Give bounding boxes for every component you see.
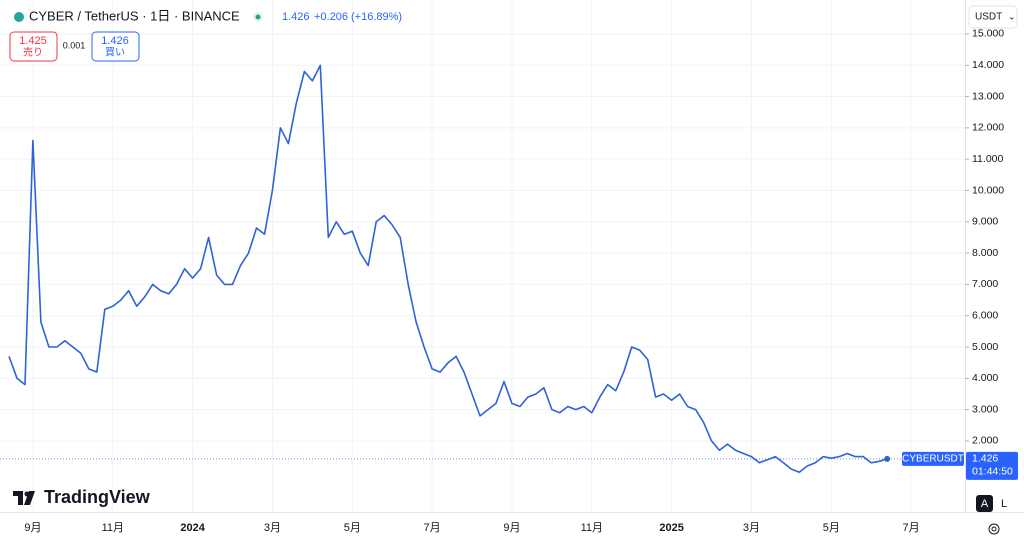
symbol: CYBER / TetherUS · 1日 · BINANCE — [29, 8, 240, 23]
y-tick-label: 13.000 — [972, 90, 1004, 102]
status-dot — [255, 14, 261, 20]
sell-price: 1.425 — [19, 35, 47, 47]
x-tick-label: 9月 — [503, 522, 520, 534]
grid: 2.000 3.000 4.000 5.000 6.000 7.000 8.000 9.000… — [0, 0, 1004, 534]
last-price: 1.426 — [282, 11, 310, 23]
sell-label: 売り — [23, 46, 43, 59]
y-tick-label: 5.000 — [972, 341, 998, 353]
buy-button[interactable] — [91, 31, 140, 62]
ticker-box — [902, 451, 964, 466]
y-tick-label: 12.000 — [972, 122, 1004, 134]
y-tick-label: 7.000 — [972, 278, 998, 290]
auto-label: A — [981, 498, 989, 510]
x-tick-label: 3月 — [264, 522, 281, 534]
symbol-icon — [14, 12, 24, 22]
x-tick-label: 11月 — [581, 522, 603, 534]
x-tick-label: 2025 — [659, 522, 683, 534]
settings-icon — [991, 526, 997, 532]
x-tick-label: 9月 — [24, 522, 41, 534]
y-tick-label: 8.000 — [972, 247, 998, 259]
y-tick-label: 4.000 — [972, 372, 998, 384]
price-box — [966, 451, 1018, 480]
spread: 0.001 — [63, 40, 86, 50]
y-tick-label: 15.000 — [972, 28, 1004, 40]
logo-mark — [13, 491, 35, 505]
x-tick-label: 2024 — [180, 522, 205, 534]
auto-button[interactable] — [976, 495, 993, 512]
y-tick-label: 2.000 — [972, 435, 998, 447]
plot — [8, 64, 888, 473]
y-tick-label: 9.000 — [972, 216, 998, 228]
caret: ⌄ — [1008, 11, 1016, 21]
y-tick-label: 3.000 — [972, 403, 998, 415]
x-tick-label: 3月 — [743, 522, 760, 534]
log-label[interactable]: L — [1001, 498, 1007, 510]
logo: TradingView — [44, 487, 151, 507]
x-tick-label: 5月 — [344, 522, 361, 534]
y-tick-label: 14.000 — [972, 59, 1004, 71]
buy-price: 1.426 — [101, 35, 129, 47]
last-point — [884, 455, 891, 462]
logo-mark — [24, 491, 30, 497]
sell-button[interactable] — [9, 31, 58, 62]
x-tick-label: 7月 — [903, 522, 920, 534]
settings-icon[interactable] — [988, 523, 1000, 535]
countdown: 01:44:50 — [972, 466, 1013, 478]
price-change: +0.206 (+16.89%) — [314, 11, 402, 23]
buy-label: 買い — [105, 47, 125, 59]
price-label: 1.426 — [972, 453, 998, 465]
currency: USDT — [975, 12, 1002, 23]
x-tick-label: 7月 — [424, 522, 441, 534]
y-tick-label: 6.000 — [972, 309, 998, 321]
ticker-label: CYBERUSDT — [902, 454, 964, 465]
currency-select[interactable] — [968, 5, 1018, 29]
x-tick-label: 5月 — [823, 522, 840, 534]
price-line — [8, 64, 888, 473]
x-tick-label: 11月 — [102, 522, 124, 534]
y-tick-label: 10.000 — [972, 184, 1004, 196]
y-tick-label: 11.000 — [972, 153, 1003, 165]
